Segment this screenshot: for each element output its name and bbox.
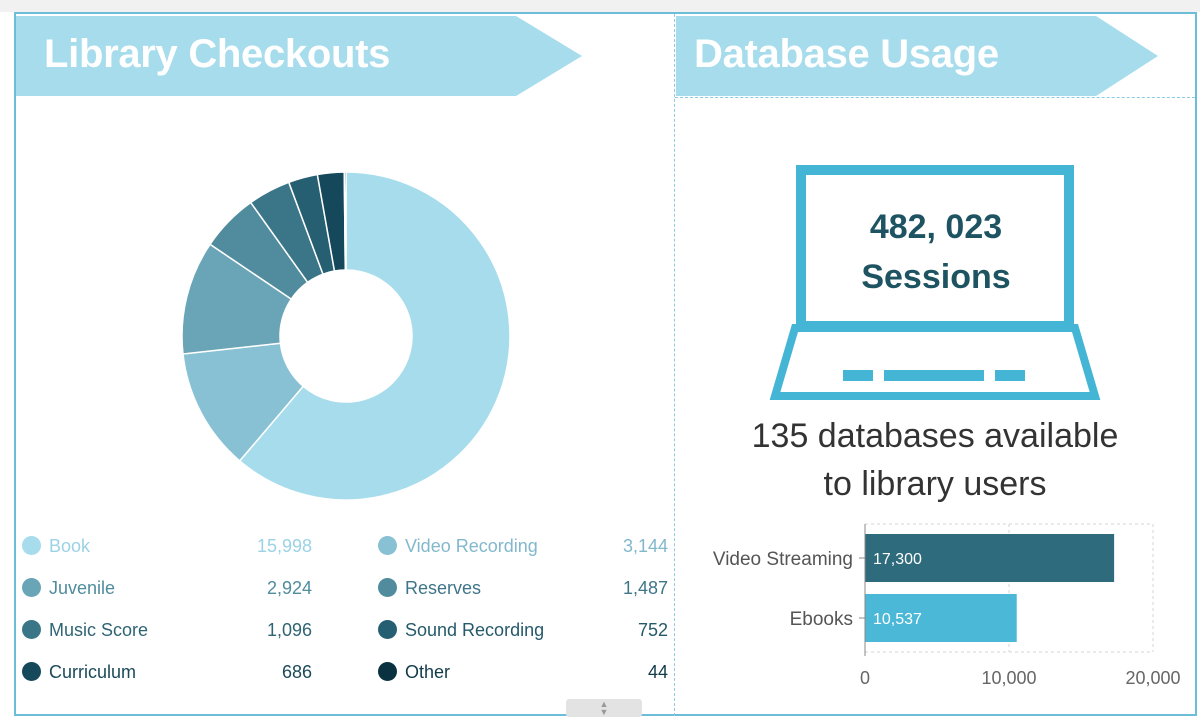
legend-value: 1,096: [266, 620, 312, 640]
chevron-up-icon: ▲: [599, 699, 609, 709]
databases-available-line2: to library users: [823, 465, 1047, 503]
x-tick-label: 0: [860, 668, 870, 688]
legend-label: Sound Recording: [405, 620, 545, 640]
legend-value: 15,998: [256, 536, 312, 556]
legend-item-other[interactable]: Other 44: [374, 658, 668, 686]
legend-swatch: [378, 662, 397, 681]
legend-value: 752: [637, 620, 668, 640]
legend-swatch: [22, 620, 41, 639]
sessions-number: 482, 023: [869, 208, 1003, 246]
legend-value: 2,924: [266, 578, 312, 598]
legend-label: Reserves: [405, 578, 482, 598]
legend-swatch: [22, 662, 41, 681]
legend-label: Curriculum: [49, 662, 137, 682]
legend-swatch: [22, 578, 41, 597]
laptop-icon: [769, 165, 1101, 400]
bar-ebooks: [865, 594, 1017, 642]
legend-swatch: [378, 578, 397, 597]
category-label: Video Streaming: [713, 549, 853, 570]
bar-video-streaming: [865, 534, 1115, 582]
top-strip: [0, 0, 1200, 12]
legend-label: Juvenile: [49, 578, 116, 598]
legend-item-book[interactable]: Book 15,998: [18, 532, 312, 560]
databases-available-text: 135 databases available to library users: [700, 412, 1170, 508]
chevron-down-icon: ▼: [599, 707, 609, 717]
databases-available-line1: 135 databases available: [751, 417, 1119, 455]
legend-label: Video Recording: [405, 536, 538, 556]
legend-label: Music Score: [49, 620, 149, 640]
banner-arrow-shape: [676, 16, 1158, 96]
panel-divider-horizontal: [675, 97, 1195, 98]
database-title: Database Usage: [694, 32, 999, 76]
sessions-label: Sessions: [861, 258, 1011, 296]
legend-value: 1,487: [622, 578, 668, 598]
legend-item-sound-recording[interactable]: Sound Recording 752: [374, 616, 668, 644]
legend-label: Other: [405, 662, 451, 682]
checkouts-banner: Library Checkouts: [16, 16, 582, 96]
sessions-readout: 482, 023 Sessions: [810, 202, 1062, 302]
banner-arrow-shape: [16, 16, 582, 96]
legend-swatch: [378, 536, 397, 555]
legend-item-reserves[interactable]: Reserves 1,487: [374, 574, 668, 602]
category-label: Ebooks: [790, 609, 853, 630]
bar-value-label: 10,537: [873, 611, 922, 628]
scroll-handle[interactable]: ▲ ▼: [566, 699, 642, 717]
x-tick-label: 20,000: [1125, 668, 1180, 688]
checkouts-title: Library Checkouts: [44, 32, 391, 76]
legend-item-music-score[interactable]: Music Score 1,096: [18, 616, 312, 644]
legend-item-curriculum[interactable]: Curriculum 686: [18, 658, 312, 686]
database-bar-chart: 17,300 Video Streaming 10,537 Ebooks 0 10,000…: [713, 523, 1181, 688]
bar-value-label: 17,300: [873, 551, 922, 568]
x-tick-label: 10,000: [981, 668, 1036, 688]
legend-item-juvenile[interactable]: Juvenile 2,924: [18, 574, 312, 602]
checkouts-donut-chart: [181, 171, 511, 501]
legend-swatch: [378, 620, 397, 639]
database-banner: Database Usage: [676, 16, 1158, 96]
legend-value: 3,144: [622, 536, 668, 556]
legend-label: Book: [49, 536, 91, 556]
legend-value: 686: [281, 662, 312, 682]
donut-slice-other: [343, 171, 347, 271]
donut-slice-book: [238, 171, 511, 501]
legend-value: 44: [647, 662, 668, 682]
legend-swatch: [22, 536, 41, 555]
legend-item-video-recording[interactable]: Video Recording 3,144: [374, 532, 668, 560]
panel-divider: [674, 14, 675, 716]
